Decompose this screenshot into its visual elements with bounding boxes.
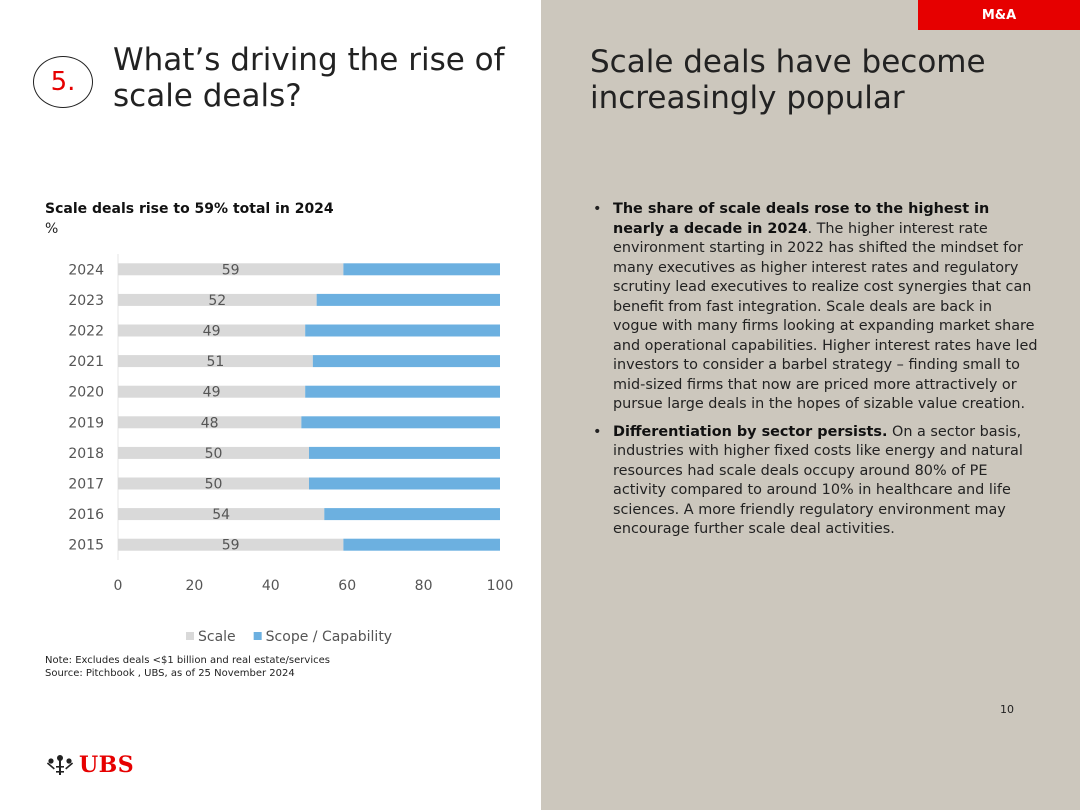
data-label: 59	[222, 538, 240, 554]
legend-label: Scope / Capability	[266, 629, 392, 645]
source-line: Source: Pitchbook , UBS, as of 25 Novemb…	[45, 668, 295, 679]
y-tick-label: 2021	[68, 354, 104, 370]
bullet-text: On a sector basis, industries with highe…	[613, 423, 1023, 538]
right-panel	[541, 0, 1080, 810]
chart-title: Scale deals rise to 59% total in 2024	[45, 201, 334, 217]
bar-scale	[118, 416, 302, 429]
left-panel: 5. What’s driving the rise of scale deal…	[33, 42, 514, 778]
bar-scope	[305, 324, 500, 337]
bullet-dot: •	[593, 201, 602, 217]
bar-scale	[118, 324, 306, 337]
x-tick-label: 60	[338, 578, 356, 594]
x-tick-label: 40	[262, 578, 280, 594]
bar-scope	[316, 293, 500, 306]
bar-scope	[301, 416, 500, 429]
chart-unit: %	[45, 221, 59, 237]
data-label: 59	[222, 262, 240, 278]
bar-scale	[118, 477, 309, 490]
bullet-item: • The share of scale deals rose to the h…	[593, 200, 1038, 415]
data-label: 50	[205, 477, 223, 493]
bar-scope	[309, 446, 500, 459]
bar-scope	[343, 538, 500, 551]
x-tick-label: 80	[415, 578, 433, 594]
bar-scope	[312, 355, 500, 368]
bullet-text: . The higher interest rate environment s…	[613, 220, 1038, 413]
y-tick-label: 2018	[68, 446, 104, 462]
data-label: 48	[201, 415, 219, 431]
right-title: Scale deals have become increasingly pop…	[590, 44, 986, 116]
bar-scope	[305, 385, 500, 398]
data-label: 49	[203, 385, 221, 401]
bar-scale	[118, 538, 344, 551]
data-label: 50	[205, 446, 223, 462]
data-label: 54	[212, 507, 230, 523]
bar-scope	[343, 263, 500, 276]
bar-scope	[324, 508, 500, 521]
bullet-list: • The share of scale deals rose to the h…	[593, 200, 1038, 548]
stacked-bar-chart: 2024 59 2023 52 2022 49 2021 51 2020 49 2019 48 2018…	[68, 254, 514, 645]
ubs-logo: UBS	[45, 752, 134, 778]
bar-scale	[118, 385, 306, 398]
bullet-dot: •	[593, 423, 602, 440]
data-label: 52	[208, 293, 226, 309]
data-label: 49	[203, 324, 221, 340]
y-tick-label: 2023	[68, 293, 104, 309]
page-number: 10	[1000, 703, 1014, 716]
logo-text: UBS	[79, 752, 135, 778]
legend-label: Scale	[198, 629, 236, 645]
x-tick-label: 0	[114, 578, 123, 594]
bar-scale	[118, 446, 309, 459]
bar-scale	[118, 293, 317, 306]
section-tag: M&A	[918, 0, 1080, 30]
chart-notes: Note: Excludes deals <$1 billion and rea…	[45, 654, 330, 680]
y-tick-label: 2022	[68, 324, 104, 340]
bullet-heading: Differentiation by sector persists.	[613, 423, 888, 440]
legend-swatch-scale	[186, 632, 194, 640]
left-title: What’s driving the rise of scale deals?	[113, 42, 505, 114]
legend-swatch-scope	[253, 632, 262, 640]
x-tick-label: 20	[185, 578, 203, 594]
data-label: 51	[206, 354, 224, 370]
y-tick-label: 2020	[68, 385, 104, 401]
y-tick-label: 2024	[68, 262, 104, 278]
bullet-heading: The share of scale deals rose to the hig…	[613, 201, 990, 237]
bar-scale	[118, 508, 325, 521]
y-tick-label: 2015	[68, 538, 104, 554]
y-tick-label: 2016	[68, 507, 104, 523]
keys-icon	[46, 755, 74, 775]
x-tick-label: 100	[487, 578, 514, 594]
section-number: 5.	[33, 56, 93, 108]
y-tick-label: 2017	[68, 477, 104, 493]
bar-scale	[118, 263, 344, 276]
bar-scale	[118, 355, 313, 368]
bullet-item: • Differentiation by sector persists. On…	[593, 423, 1038, 540]
bar-scope	[309, 477, 500, 490]
y-tick-label: 2019	[68, 415, 104, 431]
note-line: Note: Excludes deals <$1 billion and rea…	[45, 655, 330, 666]
